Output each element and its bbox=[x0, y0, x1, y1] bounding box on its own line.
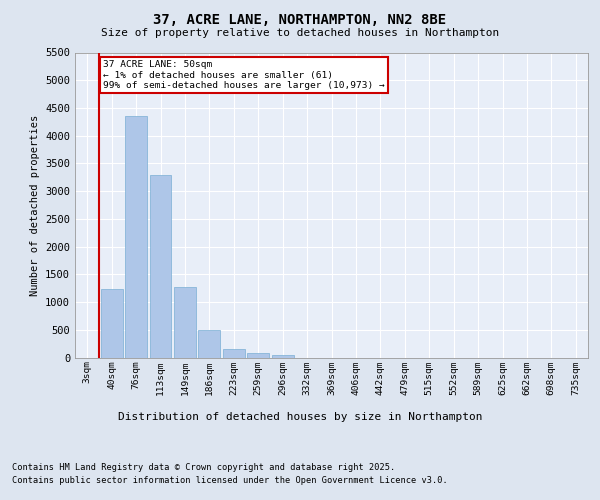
Bar bbox=[247, 353, 269, 358]
Bar bbox=[223, 349, 245, 358]
Text: 37 ACRE LANE: 50sqm
← 1% of detached houses are smaller (61)
99% of semi-detache: 37 ACRE LANE: 50sqm ← 1% of detached hou… bbox=[103, 60, 385, 90]
Bar bbox=[199, 330, 220, 357]
Text: Contains public sector information licensed under the Open Government Licence v3: Contains public sector information licen… bbox=[12, 476, 448, 485]
Bar bbox=[272, 354, 293, 358]
Text: Distribution of detached houses by size in Northampton: Distribution of detached houses by size … bbox=[118, 412, 482, 422]
Bar bbox=[149, 174, 172, 358]
Bar bbox=[174, 287, 196, 358]
Text: Size of property relative to detached houses in Northampton: Size of property relative to detached ho… bbox=[101, 28, 499, 38]
Text: 37, ACRE LANE, NORTHAMPTON, NN2 8BE: 37, ACRE LANE, NORTHAMPTON, NN2 8BE bbox=[154, 12, 446, 26]
Bar bbox=[101, 290, 122, 358]
Text: Contains HM Land Registry data © Crown copyright and database right 2025.: Contains HM Land Registry data © Crown c… bbox=[12, 462, 395, 471]
Y-axis label: Number of detached properties: Number of detached properties bbox=[29, 114, 40, 296]
Bar bbox=[125, 116, 147, 358]
